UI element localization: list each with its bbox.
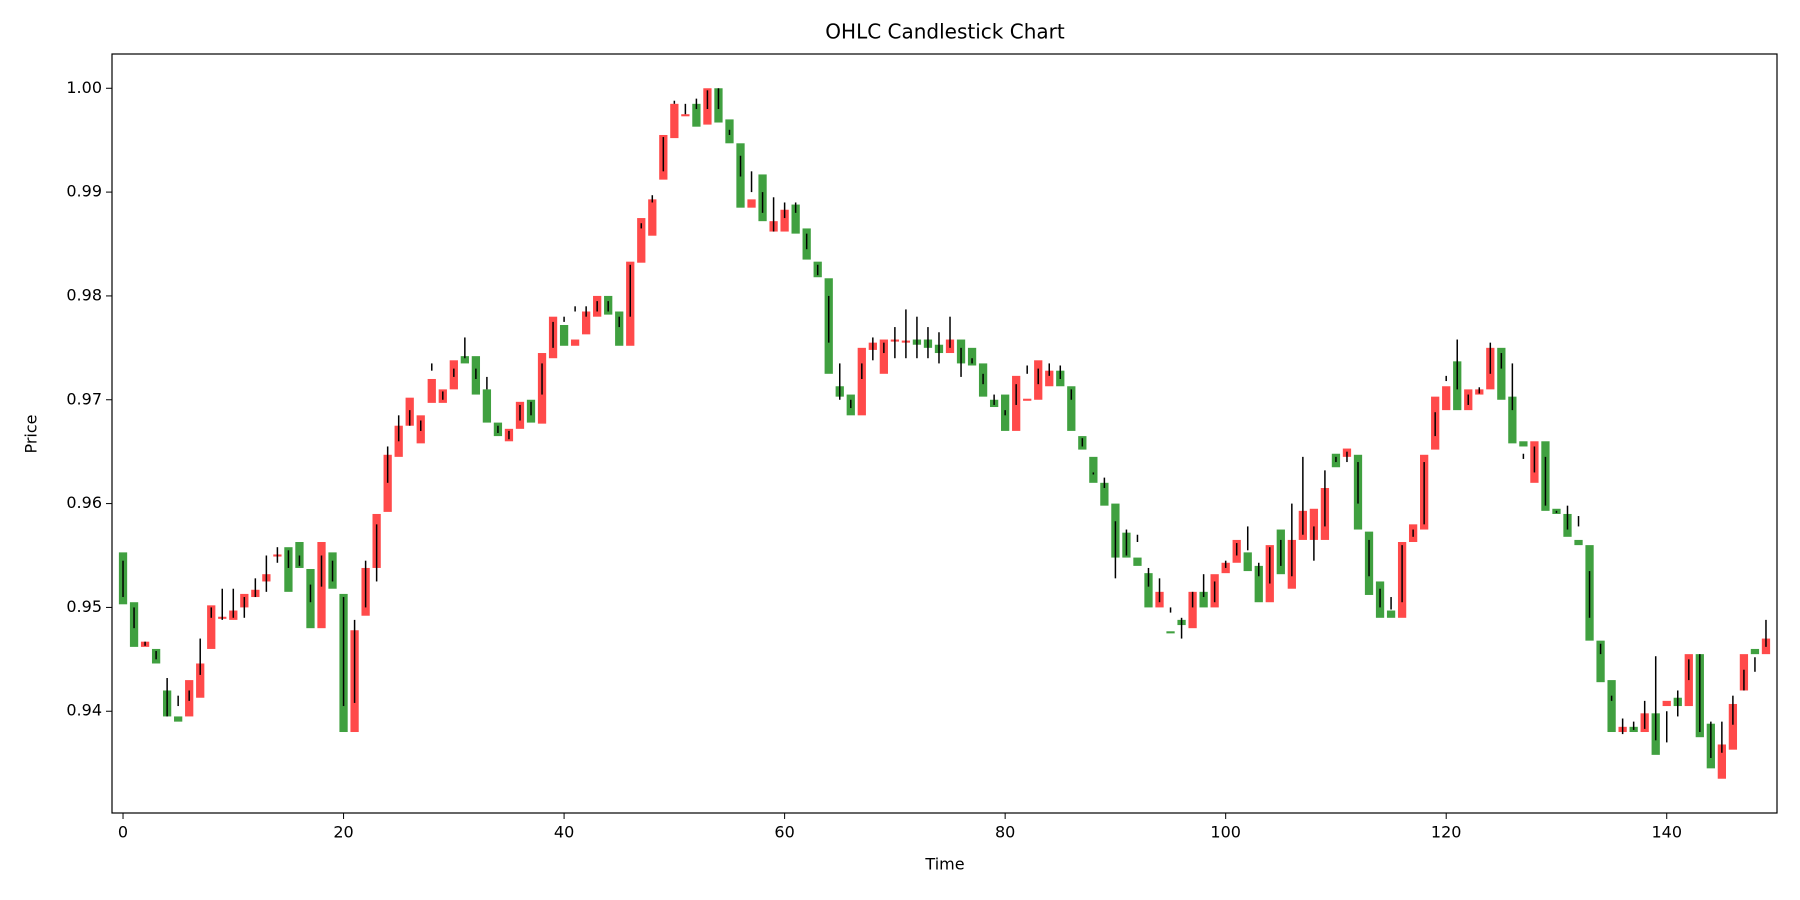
candle-body [460,356,469,364]
chart-title: OHLC Candlestick Chart [825,20,1065,44]
y-tick-label: 0.98 [66,285,102,304]
candle-body [1067,386,1076,431]
x-tick-label: 60 [774,823,794,842]
candle-body [196,663,205,698]
candle-body [1309,508,1319,540]
y-tick-label: 0.97 [66,389,102,408]
plot-frame [111,53,1778,814]
x-axis-label: Time [924,855,964,874]
candle-body [1133,557,1142,566]
candle-body [1497,347,1506,400]
y-tick-label: 0.96 [66,493,102,512]
candle-body [1166,631,1175,634]
candle-body [1728,703,1738,750]
x-tick-label: 0 [118,823,128,842]
candle-body [879,339,888,374]
candle-body [1188,591,1197,629]
y-tick-label: 0.95 [66,597,102,616]
candle-body [637,218,646,263]
candle-body [1144,573,1153,608]
candle-body [692,103,701,127]
candle-body [780,209,789,232]
candle-body [1045,370,1054,387]
x-tick-label: 20 [333,823,353,842]
candle-body [1442,386,1451,411]
candle-body [174,716,183,722]
y-tick-label: 0.99 [66,182,102,201]
candle-body [570,339,580,346]
y-tick-label: 0.94 [66,701,102,720]
candle-body [857,347,866,416]
candle-body [559,324,569,346]
candle-body [1023,398,1032,401]
candle-body [1100,482,1109,506]
candle-body [582,311,591,335]
candle-body [1519,441,1528,447]
x-tick-label: 120 [1431,823,1462,842]
candle-body [615,311,624,346]
candle-body [427,378,436,403]
candle-body [1508,396,1517,444]
candle-body [284,547,293,592]
candle-body [1243,552,1252,572]
candle-body [1662,700,1671,707]
candle-body [791,204,800,234]
candle-body [1386,610,1396,618]
candle-body [482,389,492,423]
candle-body [648,199,657,236]
candle-body [1254,565,1263,603]
candle-body [383,454,392,512]
candle-body [1717,744,1727,779]
candle-body [747,199,756,208]
x-tick-label: 40 [554,823,574,842]
candle-body [1596,640,1605,683]
candle-body [207,605,216,649]
candle-body [967,347,977,366]
x-tick-label: 80 [995,823,1015,842]
y-axis-label: Price [22,414,41,453]
candle-body [1607,680,1616,733]
x-tick-label: 140 [1651,823,1682,842]
candle-body [1574,539,1583,546]
candle-body [1750,648,1760,655]
candle-body [295,542,304,568]
candle-body [1199,591,1208,608]
x-tick-label: 100 [1210,823,1241,842]
candle-body [670,103,679,139]
y-tick-label: 1.00 [66,78,102,97]
candle-body [1089,456,1098,483]
candle-body [681,114,690,117]
